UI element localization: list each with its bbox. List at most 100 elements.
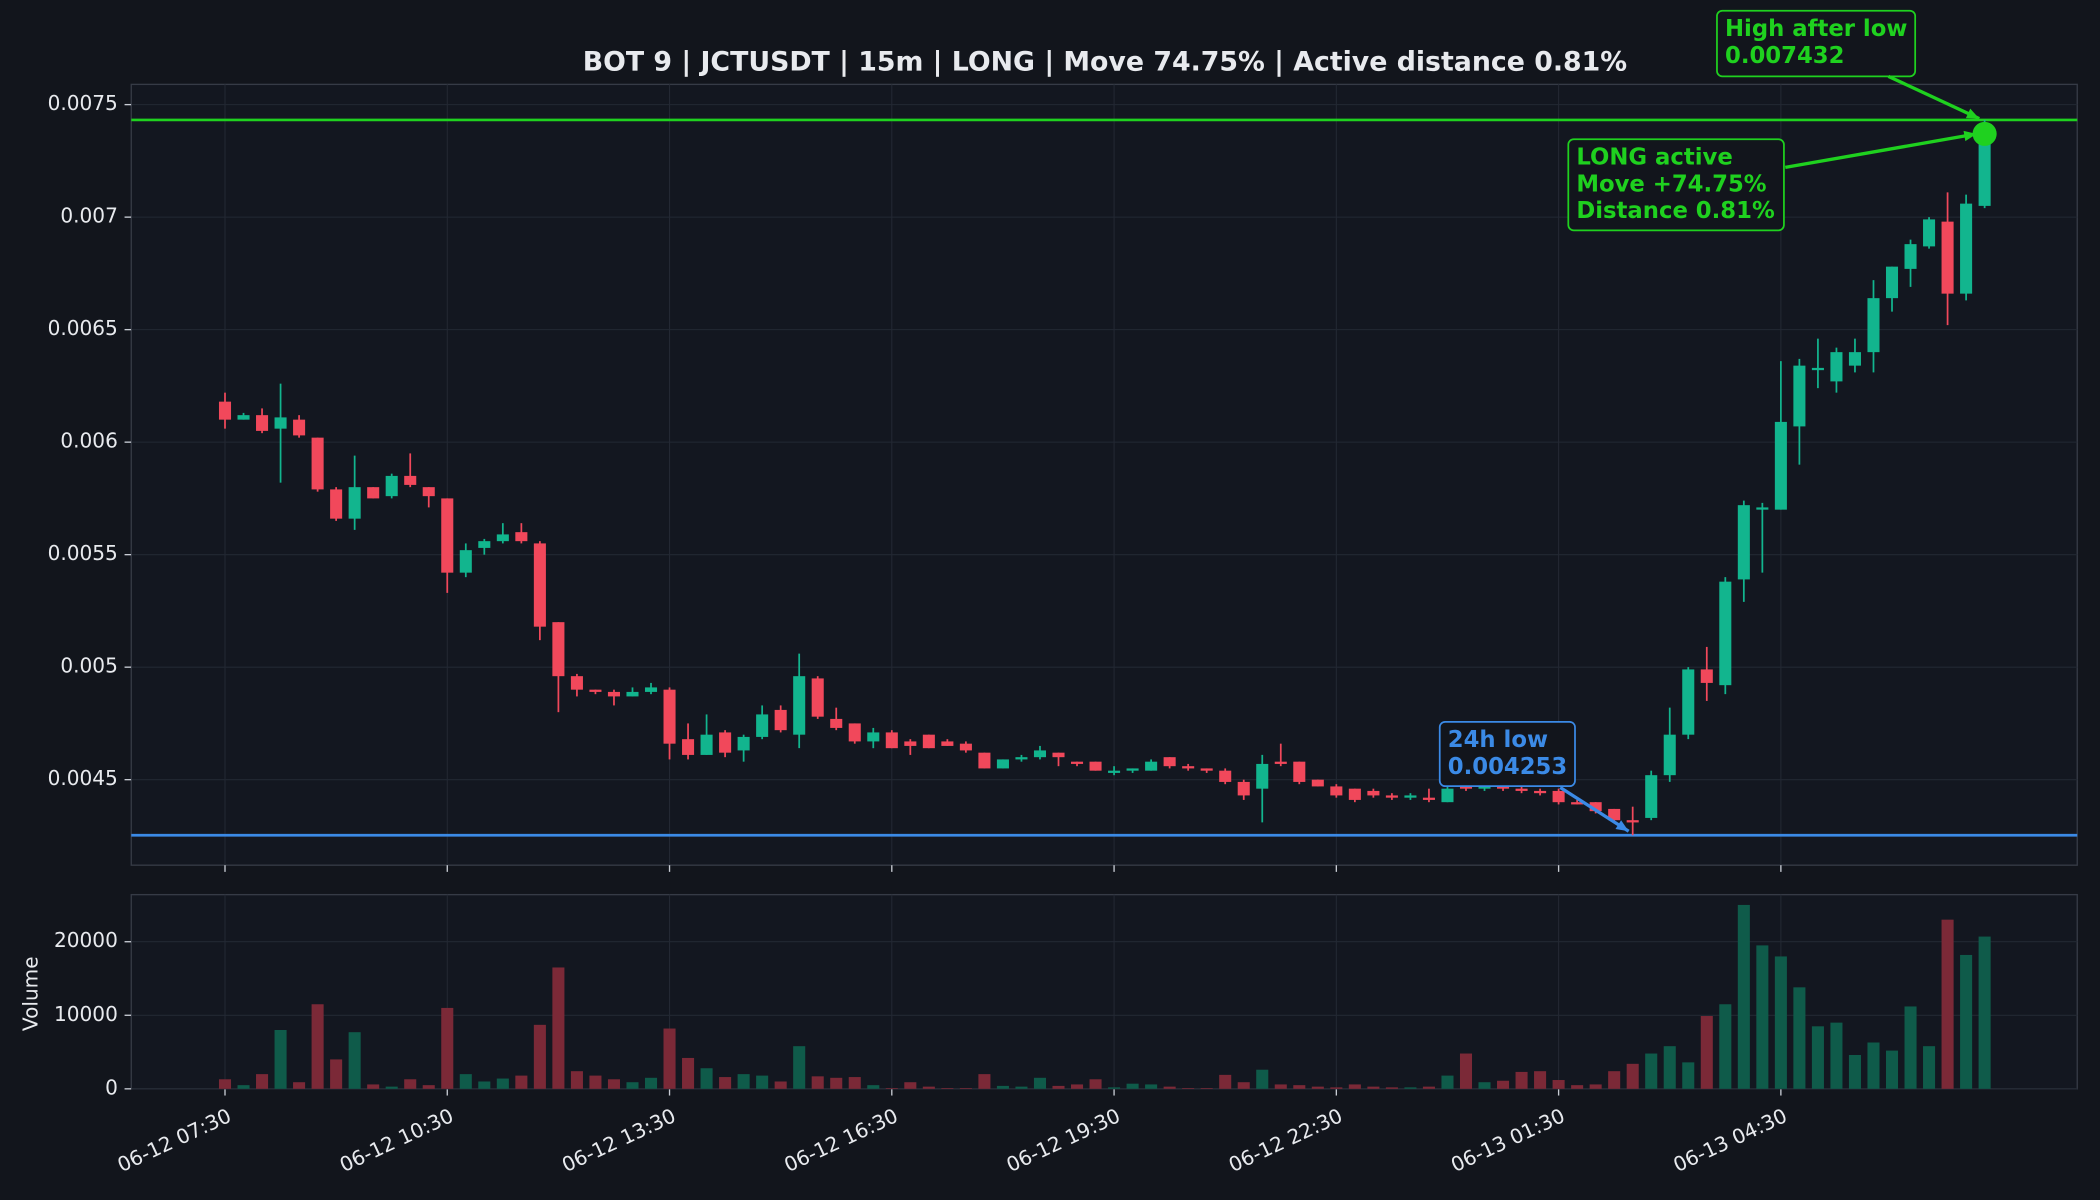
volume-bar	[682, 1057, 695, 1089]
candle-body	[682, 739, 695, 755]
annotation-box	[1567, 138, 1785, 232]
annotation-arrow	[1887, 74, 1980, 121]
candle-body	[1923, 219, 1936, 247]
candle-body	[1719, 581, 1732, 686]
candle-body	[1645, 775, 1658, 818]
candle-body	[1552, 790, 1565, 803]
candle-body	[1589, 802, 1602, 812]
candle-body	[274, 417, 287, 429]
volume-bar	[793, 1046, 806, 1089]
candle-body	[644, 687, 658, 692]
volume-bar	[941, 1088, 954, 1089]
volume-bar	[1848, 1055, 1861, 1089]
volume-bar	[1626, 1063, 1639, 1089]
volume-bar	[607, 1079, 620, 1089]
volume-bar	[404, 1079, 417, 1089]
volume-bar	[1515, 1071, 1528, 1089]
candle-body	[848, 723, 861, 742]
volume-bar	[1663, 1046, 1676, 1089]
volume-bar	[1441, 1075, 1454, 1089]
volume-bar	[737, 1074, 750, 1089]
candle-body	[1422, 797, 1435, 800]
y-tick-label: 0.0075	[48, 91, 118, 115]
candle-body	[922, 734, 935, 749]
volume-bar	[1219, 1074, 1232, 1089]
volume-bar	[1793, 987, 1806, 1089]
y-tick-label: 20000	[54, 928, 118, 952]
y-tick-label: 0.0045	[48, 766, 118, 790]
y-tick-label: 0.005	[60, 654, 117, 678]
volume-bar	[1700, 1016, 1713, 1089]
volume-bar	[459, 1074, 472, 1089]
volume-bar	[330, 1059, 343, 1089]
volume-bar	[1033, 1077, 1047, 1089]
volume-bar	[719, 1077, 732, 1089]
volume-bar	[1960, 954, 1973, 1089]
candle-body	[1811, 367, 1824, 371]
volume-bar	[1367, 1086, 1380, 1089]
volume-bar	[1552, 1080, 1565, 1089]
volume-bar	[1145, 1084, 1158, 1089]
volume-bar	[422, 1085, 435, 1089]
candle-body	[1126, 768, 1139, 771]
volume-bar	[1385, 1087, 1398, 1089]
candle-body	[1571, 802, 1584, 805]
candle-body	[1737, 505, 1750, 580]
candle-body	[311, 437, 324, 490]
candle-body	[218, 401, 232, 420]
candle-body	[1756, 507, 1769, 510]
volume-bar	[1052, 1085, 1065, 1089]
candle-body	[1404, 795, 1417, 798]
volume-bar	[1015, 1086, 1028, 1089]
candle-body	[1663, 734, 1676, 776]
candle-body	[496, 534, 509, 542]
volume-bar	[533, 1024, 546, 1089]
volume-bar	[311, 1004, 324, 1089]
candle-body	[1071, 761, 1084, 764]
candle-body	[1052, 752, 1065, 758]
candle-body	[1311, 779, 1324, 787]
annotation-text: 24h low	[1448, 727, 1548, 753]
candle-body	[978, 752, 991, 769]
candle-body	[1367, 790, 1380, 796]
annotation-arrow	[1559, 786, 1630, 833]
candle-body	[941, 741, 954, 746]
volume-bar	[1478, 1082, 1491, 1089]
volume-bar	[1756, 945, 1769, 1089]
volume-bar	[978, 1074, 991, 1089]
volume-bar	[1904, 1006, 1917, 1089]
y-tick-label: 0	[105, 1075, 118, 1099]
last-close-dot	[1972, 121, 1997, 146]
volume-bar	[1237, 1082, 1250, 1089]
annotation-text: 0.004253	[1448, 754, 1567, 780]
candle-body	[1033, 750, 1047, 758]
volume-bar	[589, 1075, 602, 1089]
candle-body	[589, 689, 602, 692]
candle-body	[1534, 790, 1547, 794]
candle-body	[552, 622, 565, 677]
candle-body	[1441, 788, 1454, 803]
volume-bar	[1497, 1080, 1510, 1089]
volume-bar	[904, 1082, 917, 1089]
y-tick-label: 0.0055	[48, 541, 118, 565]
volume-bar	[830, 1077, 843, 1089]
volume-bar	[1200, 1088, 1213, 1089]
candle-body	[793, 676, 806, 735]
candle-body	[1960, 203, 1973, 294]
volume-bar	[1126, 1083, 1139, 1089]
volume-bar	[996, 1085, 1009, 1089]
volume-bar	[626, 1082, 639, 1089]
candle-body	[1608, 808, 1621, 821]
volume-bar	[1163, 1086, 1176, 1089]
candle-body	[904, 741, 917, 746]
volume-bar	[1737, 904, 1750, 1089]
y-tick-label: 0.006	[60, 429, 117, 453]
candle-body	[1330, 786, 1343, 796]
volume-bar	[1941, 919, 1954, 1089]
candle-body	[774, 709, 787, 731]
volume-bar	[1682, 1062, 1695, 1089]
candle-body	[1163, 757, 1176, 767]
volume-bar	[1311, 1086, 1324, 1089]
candle-body	[1182, 766, 1195, 769]
